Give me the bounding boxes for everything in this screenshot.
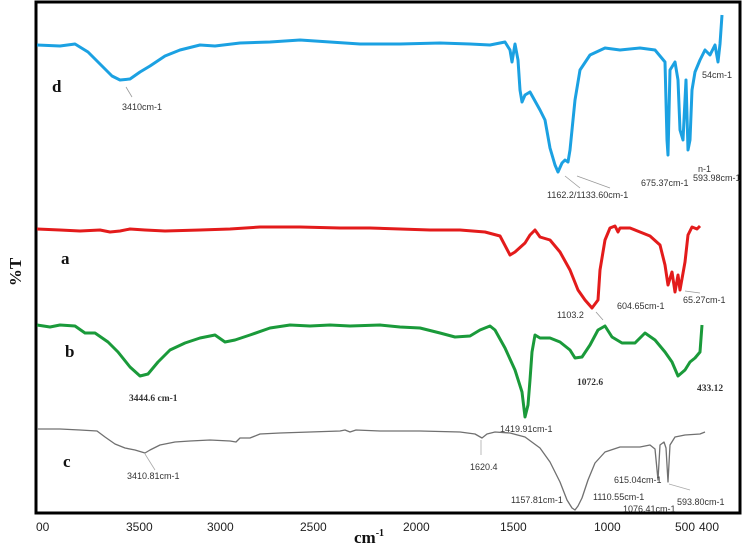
- curve-label-a: a: [61, 249, 70, 268]
- x-tick-1000: 1000: [594, 520, 621, 534]
- annot-leader-a-1103: [595, 311, 604, 321]
- annot-b-3444: 3444.6 cm-1: [129, 394, 178, 404]
- annot-c-593: 593.80cm-1: [677, 497, 725, 507]
- x-axis-title: cm-1: [354, 528, 384, 546]
- annot-d-54: 54cm-1: [702, 70, 732, 80]
- x-tick-2000: 2000: [403, 520, 430, 534]
- x-tick-2500: 2500: [300, 520, 327, 534]
- annot-d-675: 675.37cm-1: [641, 178, 689, 188]
- annot-a-1103: 1103.2: [557, 310, 584, 320]
- annot-leader-d-3410: [125, 86, 133, 98]
- x-tick-400: 400: [699, 520, 719, 534]
- curve-label-d: d: [52, 77, 62, 96]
- annot-c-1620: 1620.4: [470, 462, 498, 472]
- curve-d-line: [36, 14, 724, 174]
- annot-d-1162: 1162.2/1133.60cm-1: [547, 190, 628, 200]
- annot-d-594: 593.98cm-1: [693, 173, 741, 183]
- annot-leader-d-1162: [564, 175, 581, 189]
- annot-a-604: 604.65cm-1: [617, 301, 665, 311]
- annot-leader-c-593: [668, 483, 691, 491]
- annot-a-65: 65.27cm-1: [683, 295, 726, 305]
- annot-d-3410: 3410cm-1: [122, 102, 162, 112]
- annot-b-1419: 1419.91cm-1: [500, 424, 553, 434]
- curve-b-line: [36, 323, 704, 419]
- annot-c-615: 615.04cm-1: [614, 475, 662, 485]
- curve-label-b: b: [65, 342, 74, 361]
- curve-a-line: [36, 224, 702, 310]
- annot-b-433: 433.12: [697, 384, 723, 394]
- annot-b-1072: 1072.6: [577, 378, 603, 388]
- x-axis-ticks: 00 3500 3000 2500 2000 1500 1000 500 400: [36, 520, 719, 534]
- curve-c-line: [37, 428, 706, 511]
- annot-d-594b: n-1: [698, 164, 711, 174]
- curve-label-c: c: [63, 452, 71, 471]
- x-tick-1500: 1500: [500, 520, 527, 534]
- x-tick-3000: 3000: [207, 520, 234, 534]
- annot-leader-c-3410: [144, 453, 156, 471]
- x-tick-4000: 00: [36, 520, 50, 534]
- annot-c-3410: 3410.81cm-1: [127, 471, 180, 481]
- annot-c-1157: 1157.81cm-1: [511, 495, 563, 505]
- annot-c-1110: 1110.55cm-1: [593, 492, 644, 502]
- plot-frame: [34, 0, 742, 515]
- x-tick-3500: 3500: [126, 520, 153, 534]
- annot-c-1076: 1076.41cm-1: [623, 504, 676, 514]
- annot-leader-d-1133: [576, 175, 611, 189]
- annot-leader-a-65: [684, 290, 701, 294]
- x-tick-500: 500: [675, 520, 695, 534]
- y-axis-title: %T: [6, 257, 25, 286]
